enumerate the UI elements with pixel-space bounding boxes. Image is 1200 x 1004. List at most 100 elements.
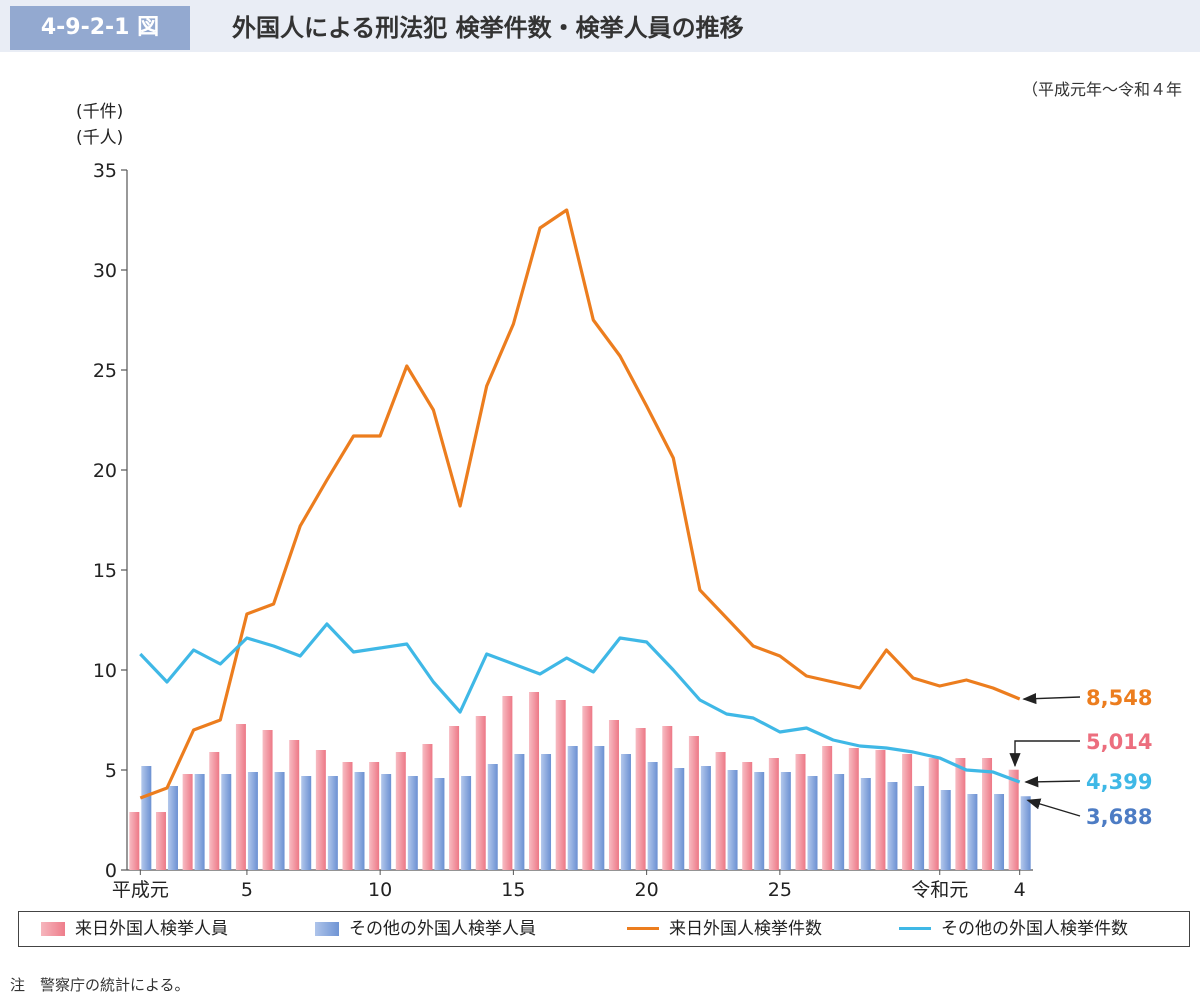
bar-other-persons: [994, 794, 1005, 870]
legend-swatch: [899, 927, 931, 930]
footnote: 注 警察庁の統計による。: [10, 976, 190, 994]
bar-rainichi-persons: [209, 752, 220, 870]
bar-rainichi-persons: [262, 730, 273, 870]
bar-other-persons: [700, 766, 711, 870]
bar-rainichi-persons: [555, 700, 566, 870]
bar-other-persons: [807, 776, 818, 870]
bar-rainichi-persons: [289, 740, 300, 870]
bar-other-persons: [674, 768, 685, 870]
bar-other-persons: [514, 754, 525, 870]
x-tick-label: 4: [1014, 879, 1026, 901]
bar-other-persons: [647, 762, 658, 870]
bar-rainichi-persons: [369, 762, 380, 870]
bar-rainichi-persons: [502, 696, 513, 870]
bar-other-persons: [780, 772, 791, 870]
bar-rainichi-persons: [982, 758, 993, 870]
legend-label: 来日外国人検挙件数: [669, 919, 822, 939]
bar-other-persons: [727, 770, 738, 870]
y-tick-label: 15: [93, 560, 117, 582]
bar-other-persons: [434, 778, 445, 870]
bar-other-persons: [940, 790, 951, 870]
y-tick-label: 20: [93, 460, 117, 482]
bar-other-persons: [754, 772, 765, 870]
x-tick-label: 25: [768, 879, 792, 901]
bar-other-persons: [887, 782, 898, 870]
bar-other-persons: [274, 772, 285, 870]
chart: (千件) (千人) 0 5 10 15 20 25 30 35 平成元 5 10 15 20 25 令和元 4 8,…: [76, 102, 1152, 901]
bar-rainichi-persons: [795, 754, 806, 870]
annotation-arrow: [1026, 798, 1081, 817]
figure-header: 4-9-2-1 図 外国人による刑法犯 検挙件数・検挙人員の推移: [0, 0, 1200, 52]
bar-other-persons: [354, 772, 365, 870]
bar-rainichi-persons: [395, 752, 406, 870]
bar-other-persons: [407, 776, 418, 870]
bar-other-persons: [834, 774, 845, 870]
bar-other-persons: [381, 774, 392, 870]
legend-swatch: [627, 927, 659, 930]
bar-rainichi-persons: [182, 774, 193, 870]
bar-rainichi-persons: [742, 762, 753, 870]
bar-rainichi-persons: [928, 758, 939, 870]
annotation-arrow: [1024, 776, 1081, 788]
bar-other-persons: [301, 776, 312, 870]
bar-rainichi-persons: [768, 758, 779, 870]
bar-rainichi-persons: [475, 716, 486, 870]
bar-rainichi-persons: [955, 758, 966, 870]
bar-rainichi-persons: [342, 762, 353, 870]
bar-rainichi-persons: [529, 692, 540, 870]
x-tick-label: 平成元: [112, 879, 169, 901]
bar-rainichi-persons: [875, 750, 886, 870]
bar-other-persons: [594, 746, 605, 870]
bar-rainichi-persons: [155, 812, 166, 870]
line-rainichi-cases: [139, 208, 1021, 800]
bar-other-persons: [1020, 796, 1031, 870]
y-axis-label: (千人): [76, 128, 123, 148]
bar-other-persons: [860, 778, 871, 870]
annotation-arrow: [1009, 740, 1080, 768]
legend-swatch: [41, 922, 65, 936]
figure-number: 4-9-2-1 図: [10, 6, 190, 50]
bar-rainichi-persons: [688, 736, 699, 870]
bar-other-persons: [247, 772, 258, 870]
bar-other-persons: [487, 764, 498, 870]
legend-swatch: [315, 922, 339, 936]
annotation-arrow: [1022, 692, 1081, 705]
bar-rainichi-persons: [635, 728, 646, 870]
period-label: （平成元年～令和４年: [1022, 80, 1183, 99]
bar-other-persons: [567, 746, 578, 870]
bar-rainichi-persons: [582, 706, 593, 870]
x-tick-label: 15: [501, 879, 525, 901]
y-tick-label: 25: [93, 360, 117, 382]
bar-rainichi-persons: [848, 748, 859, 870]
bar-rainichi-persons: [822, 746, 833, 870]
legend-label: その他の外国人検挙人員: [349, 919, 536, 939]
bar-rainichi-persons: [449, 726, 460, 870]
x-tick-label: 5: [241, 879, 253, 901]
bar-rainichi-persons: [715, 752, 726, 870]
x-tick-label: 令和元: [911, 879, 968, 901]
legend-label: その他の外国人検挙件数: [941, 919, 1128, 939]
x-tick-label: 20: [635, 879, 659, 901]
bar-rainichi-persons: [235, 724, 246, 870]
legend: 来日外国人検挙人員 その他の外国人検挙人員 来日外国人検挙件数 その他の外国人検…: [18, 911, 1190, 947]
y-tick-label: 30: [93, 260, 117, 282]
annotation-label: 8,548: [1086, 686, 1152, 710]
line-other-cases: [139, 622, 1021, 784]
bar-other-persons: [967, 794, 978, 870]
bar-rainichi-persons: [422, 744, 433, 870]
bar-other-persons: [141, 766, 152, 870]
y-axis-label: (千件): [76, 102, 123, 122]
bar-other-persons: [620, 754, 631, 870]
bar-other-persons: [167, 786, 178, 870]
bar-other-persons: [194, 774, 205, 870]
bar-other-persons: [327, 776, 338, 870]
y-tick-label: 0: [105, 860, 117, 882]
annotation-label: 3,688: [1086, 805, 1152, 829]
bar-rainichi-persons: [662, 726, 673, 870]
bar-other-persons: [461, 776, 472, 870]
y-tick-label: 5: [105, 760, 117, 782]
figure-title: 外国人による刑法犯 検挙件数・検挙人員の推移: [232, 14, 744, 42]
bar-rainichi-persons: [902, 754, 913, 870]
annotation-label: 4,399: [1086, 770, 1152, 794]
bar-other-persons: [914, 786, 925, 870]
